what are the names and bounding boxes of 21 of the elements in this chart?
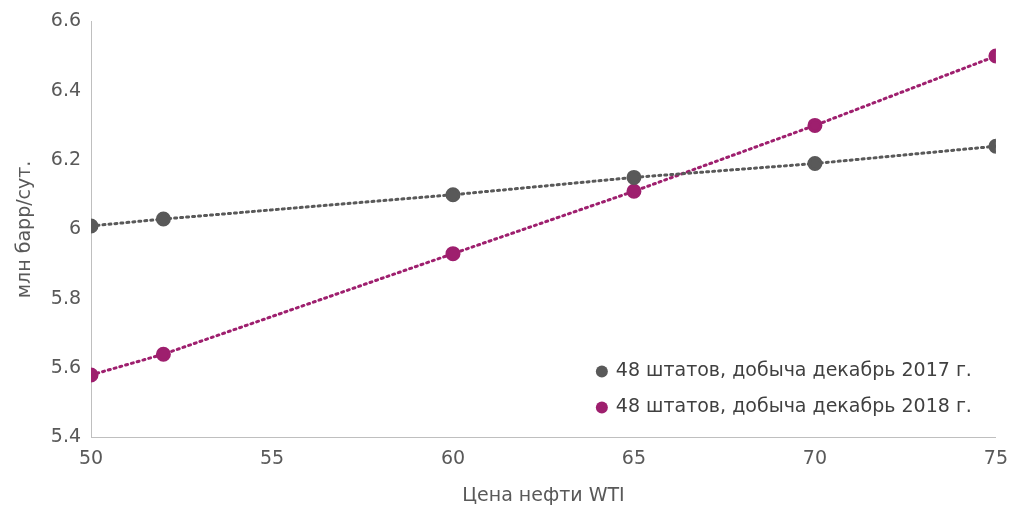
y-tick-label: 5.4 — [50, 424, 82, 447]
y-axis-title: млн барр/сут. — [12, 160, 35, 299]
point — [445, 187, 461, 203]
y-tick-label: 6 — [68, 216, 82, 239]
x-tick-label: 55 — [259, 445, 285, 468]
y-tick-label: 5.8 — [50, 285, 82, 308]
legend-label: 48 штатов, добыча декабрь 2018 г. — [615, 394, 972, 417]
x-tick-label: 50 — [78, 445, 104, 468]
x-axis-title: Цена нефти WTI — [462, 482, 625, 505]
y-tick-label: 6.2 — [50, 147, 82, 169]
x-tick-label: 60 — [440, 445, 466, 468]
legend-label: 48 штатов, добыча декабрь 2017 г. — [615, 358, 972, 381]
y-tick-label: 5.6 — [50, 355, 82, 377]
y-tick-label: 6.4 — [50, 77, 82, 100]
x-tick-label: 70 — [802, 445, 828, 468]
point — [445, 246, 461, 262]
point — [626, 169, 642, 185]
x-tick-label: 65 — [621, 445, 647, 468]
point — [626, 183, 642, 199]
y-tick-label: 6.6 — [50, 8, 82, 31]
x-tick-label: 75 — [983, 445, 1009, 468]
